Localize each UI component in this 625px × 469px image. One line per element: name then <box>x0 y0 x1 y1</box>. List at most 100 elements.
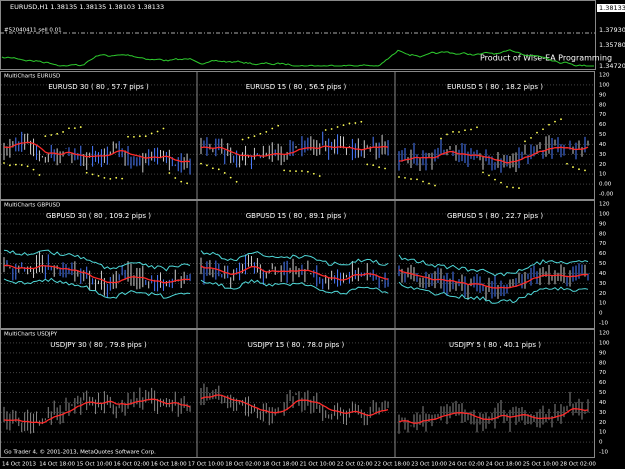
moving-average <box>200 265 389 281</box>
lower-band <box>200 279 389 295</box>
axis-tick-label: 120 <box>599 331 610 337</box>
sar-dot <box>241 138 244 141</box>
sar-dot <box>200 162 202 165</box>
sar-dot <box>360 120 363 123</box>
sar-dot <box>398 176 400 178</box>
axis-tick-label: 0 <box>599 311 603 317</box>
sar-dot <box>330 128 333 130</box>
panel-title: EURUSD 30 ( 80 , 57.7 pips ) <box>48 83 149 91</box>
sar-dot <box>428 182 430 185</box>
sar-dot <box>572 166 574 168</box>
sar-dot <box>44 135 47 138</box>
sar-dot <box>500 181 502 184</box>
panel-title: GBPUSD 15 ( 80 , 89.1 pips ) <box>246 212 347 220</box>
sar-dot <box>289 170 291 172</box>
sar-dot <box>378 166 381 169</box>
sar-dot <box>434 184 436 187</box>
axis-tick-label: -10 <box>599 321 608 327</box>
moving-average <box>200 394 389 417</box>
moving-average <box>398 408 589 424</box>
sar-dot <box>62 131 64 133</box>
time-label: 24 Oct 02:00 <box>448 462 484 468</box>
sar-dot <box>73 127 76 130</box>
sar-dot <box>9 164 11 167</box>
sar-dot <box>518 187 520 189</box>
section-frame <box>0 329 595 458</box>
sar-dot <box>121 177 124 180</box>
axis-tick-label: 70 <box>599 241 606 247</box>
axis-tick-label: 60 <box>599 380 606 386</box>
sar-dot <box>265 130 268 133</box>
section-frame <box>0 71 595 200</box>
panel-title: GBPUSD 30 ( 80 , 109.2 pips ) <box>46 212 151 220</box>
axis-tick-label: 60 <box>599 251 606 257</box>
sar-dot <box>229 176 232 179</box>
sar-dot <box>578 168 580 171</box>
sar-dot <box>144 135 147 138</box>
section-label: MultiCharts USDJPY <box>4 332 58 338</box>
moving-average <box>3 141 191 163</box>
sar-dot <box>506 185 508 188</box>
sar-dot <box>79 126 82 128</box>
axis-tick-label: 30 <box>599 152 606 158</box>
sar-dot <box>530 137 532 139</box>
sar-dot <box>91 173 94 176</box>
axis-tick-label: 60 <box>599 122 606 128</box>
sar-dot <box>97 174 100 177</box>
sar-dot <box>186 182 188 185</box>
time-label: 23 Oct 10:00 <box>411 462 447 468</box>
panel-title: EURUSD 5 ( 80 , 18.2 pips ) <box>447 83 543 91</box>
sar-dot <box>452 130 454 133</box>
time-label: 16 Oct 18:00 <box>151 462 187 468</box>
panel-title: EURUSD 15 ( 80 , 56.5 pips ) <box>246 83 347 91</box>
sar-dot <box>259 132 262 135</box>
sar-dot <box>138 135 141 138</box>
sar-dot <box>440 137 442 140</box>
axis-tick-label: 90 <box>599 221 606 227</box>
axis-tick-label: 20 <box>599 291 606 297</box>
lower-band <box>398 281 589 304</box>
time-label: 18 Oct 18:00 <box>262 462 298 468</box>
axis-tick-label: 80 <box>599 360 606 366</box>
sar-dot <box>133 135 135 138</box>
sar-dot <box>3 162 5 164</box>
sar-dot <box>464 129 466 132</box>
sar-dot <box>247 136 250 139</box>
axis-tick-label: -0.00 <box>599 192 614 198</box>
axis-tick-label: 10 <box>599 172 606 178</box>
axis-tick-label: 30 <box>599 281 606 287</box>
sar-dot <box>342 124 345 127</box>
footer: Go Trader 4, © 2001-2013, MetaQuotes Sof… <box>4 449 156 456</box>
time-label: 14 Oct 2013 <box>2 462 37 468</box>
time-label: 25 Oct 10:00 <box>523 462 559 468</box>
upper-band <box>200 250 389 266</box>
axis-tick-label: 40 <box>599 142 606 148</box>
time-label: 28 Oct 02:00 <box>560 462 596 468</box>
sar-dot <box>348 122 351 125</box>
axis-tick-label: -10 <box>599 450 608 456</box>
section-label: MultiCharts EURUSD <box>4 74 60 80</box>
price-tag <box>597 4 625 12</box>
moving-average <box>200 145 389 157</box>
axis-tick-label: 120 <box>599 202 610 208</box>
moving-average <box>3 264 191 284</box>
sar-dot <box>482 171 484 174</box>
axis-tick-label: 50 <box>599 132 606 138</box>
main-chart-frame <box>0 0 596 70</box>
sar-dot <box>446 133 448 136</box>
sar-dot <box>542 128 544 131</box>
upper-band <box>398 254 589 277</box>
sar-dot <box>38 174 41 176</box>
axis-tick-label: 0 <box>599 440 603 446</box>
sar-dot <box>354 122 357 124</box>
sar-dot <box>301 170 303 172</box>
axis-tick-label: 100 <box>599 82 610 88</box>
sar-dot <box>115 176 118 179</box>
panel-title: USDJPY 15 ( 80 , 78.0 pips ) <box>248 341 345 349</box>
sar-dot <box>168 172 171 174</box>
time-label: 14 Oct 18:00 <box>39 462 75 468</box>
axis-tick-label: 50 <box>599 390 606 396</box>
sar-dot <box>295 170 297 173</box>
sar-dot <box>306 170 309 173</box>
